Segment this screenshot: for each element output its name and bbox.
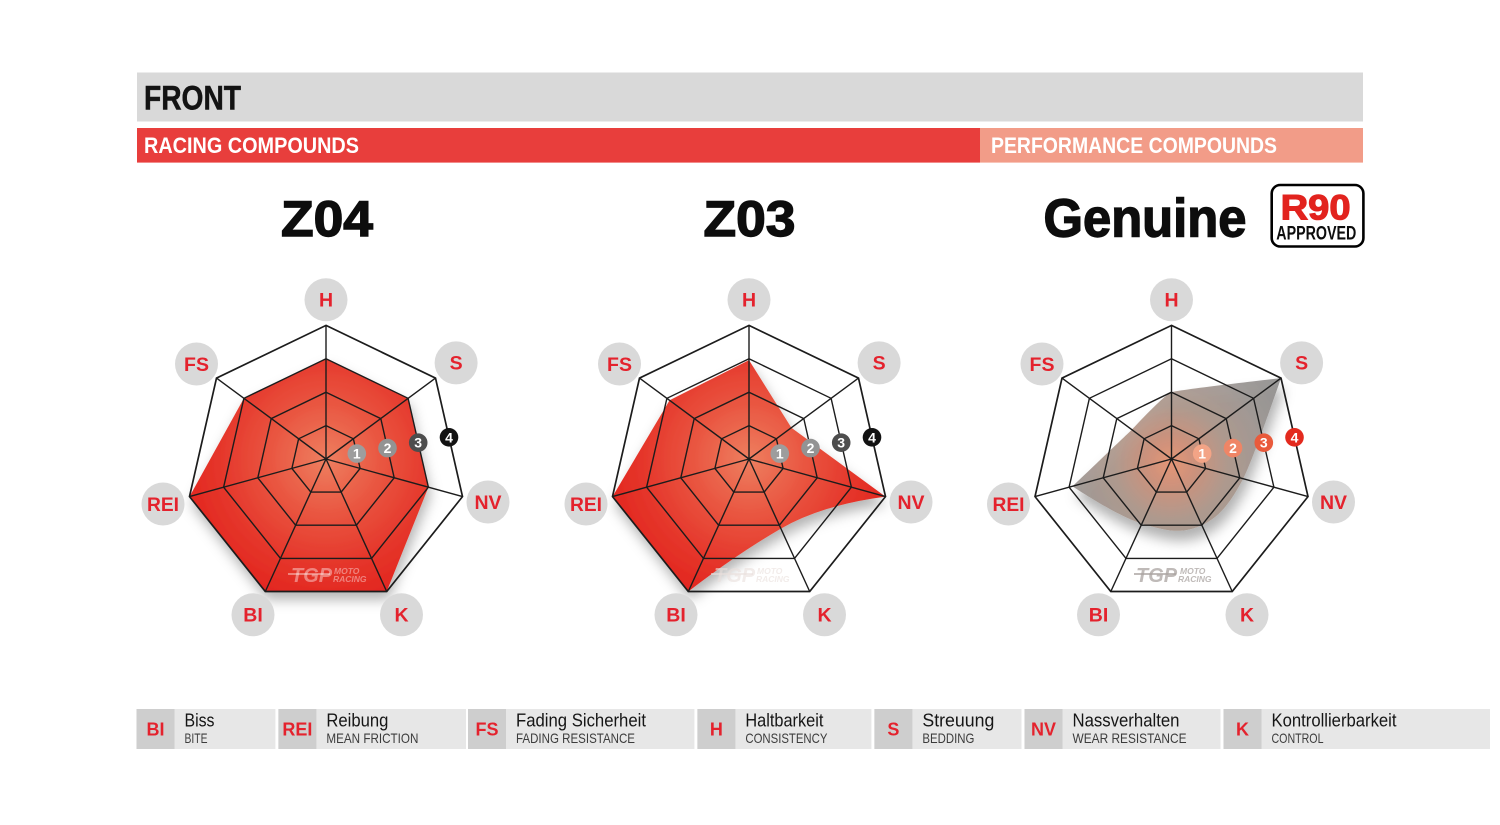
svg-text:BI: BI	[1089, 605, 1109, 627]
svg-text:H: H	[742, 290, 756, 312]
svg-text:1: 1	[776, 446, 784, 462]
svg-text:RACING COMPOUNDS: RACING COMPOUNDS	[144, 133, 359, 158]
svg-text:TGP: TGP	[291, 565, 333, 587]
svg-text:CONSISTENCY: CONSISTENCY	[745, 730, 828, 746]
svg-text:H: H	[710, 720, 723, 740]
svg-text:PERFORMANCE COMPOUNDS: PERFORMANCE COMPOUNDS	[991, 133, 1277, 158]
svg-text:FADING RESISTANCE: FADING RESISTANCE	[516, 730, 635, 746]
svg-text:REI: REI	[147, 494, 179, 516]
svg-text:4: 4	[445, 429, 453, 445]
svg-text:APPROVED: APPROVED	[1276, 223, 1356, 244]
svg-text:CONTROL: CONTROL	[1272, 730, 1324, 746]
svg-text:MOTO: MOTO	[757, 566, 783, 576]
svg-text:4: 4	[1291, 429, 1299, 445]
svg-text:S: S	[1295, 353, 1308, 375]
svg-text:K: K	[1240, 605, 1254, 627]
svg-text:NV: NV	[1031, 720, 1056, 740]
svg-text:FRONT: FRONT	[144, 80, 241, 118]
svg-text:K: K	[1236, 720, 1249, 740]
svg-text:Fading Sicherheit: Fading Sicherheit	[516, 710, 646, 731]
svg-text:NV: NV	[1320, 492, 1347, 514]
svg-text:1: 1	[353, 446, 361, 462]
svg-text:NV: NV	[474, 492, 501, 514]
svg-text:REI: REI	[570, 494, 602, 516]
svg-text:Nassverhalten: Nassverhalten	[1073, 710, 1180, 731]
svg-text:S: S	[450, 353, 463, 375]
svg-text:R90: R90	[1281, 188, 1351, 227]
svg-text:Biss: Biss	[185, 710, 215, 731]
svg-text:FS: FS	[475, 720, 498, 740]
svg-text:S: S	[873, 353, 886, 375]
svg-text:4: 4	[868, 429, 876, 445]
svg-text:MOTO: MOTO	[1180, 566, 1206, 576]
svg-text:3: 3	[837, 435, 845, 451]
svg-text:WEAR RESISTANCE: WEAR RESISTANCE	[1073, 730, 1187, 746]
svg-text:H: H	[1164, 290, 1178, 312]
svg-text:BI: BI	[666, 605, 686, 627]
svg-text:2: 2	[807, 440, 815, 456]
svg-text:Z04: Z04	[281, 191, 373, 247]
svg-text:REI: REI	[993, 494, 1025, 516]
svg-text:RACING: RACING	[333, 574, 367, 584]
svg-text:Z03: Z03	[704, 191, 796, 247]
svg-text:Haltbarkeit: Haltbarkeit	[745, 710, 823, 731]
svg-text:Genuine: Genuine	[1044, 189, 1247, 249]
svg-text:2: 2	[1229, 440, 1237, 456]
svg-text:S: S	[887, 720, 899, 740]
svg-text:Reibung: Reibung	[326, 710, 388, 731]
svg-text:Kontrollierbarkeit: Kontrollierbarkeit	[1272, 710, 1397, 731]
svg-text:RACING: RACING	[1178, 574, 1212, 584]
svg-text:Streuung: Streuung	[922, 710, 994, 731]
svg-text:FS: FS	[1030, 354, 1055, 376]
svg-text:REI: REI	[282, 720, 312, 740]
svg-text:MOTO: MOTO	[334, 566, 360, 576]
svg-text:MEAN FRICTION: MEAN FRICTION	[326, 730, 418, 746]
svg-text:BI: BI	[147, 720, 165, 740]
svg-text:3: 3	[414, 435, 422, 451]
svg-text:1: 1	[1198, 446, 1206, 462]
svg-text:BEDDING: BEDDING	[922, 730, 974, 746]
svg-text:2: 2	[384, 440, 392, 456]
svg-text:TGP: TGP	[714, 565, 756, 587]
svg-text:NV: NV	[897, 492, 924, 514]
svg-text:K: K	[817, 605, 831, 627]
svg-text:H: H	[319, 290, 333, 312]
svg-text:BITE: BITE	[185, 730, 208, 746]
svg-text:BI: BI	[243, 605, 263, 627]
svg-text:RACING: RACING	[756, 574, 790, 584]
svg-text:FS: FS	[607, 354, 632, 376]
svg-text:TGP: TGP	[1136, 565, 1178, 587]
svg-text:K: K	[394, 605, 408, 627]
svg-text:FS: FS	[184, 354, 209, 376]
svg-text:3: 3	[1260, 435, 1268, 451]
